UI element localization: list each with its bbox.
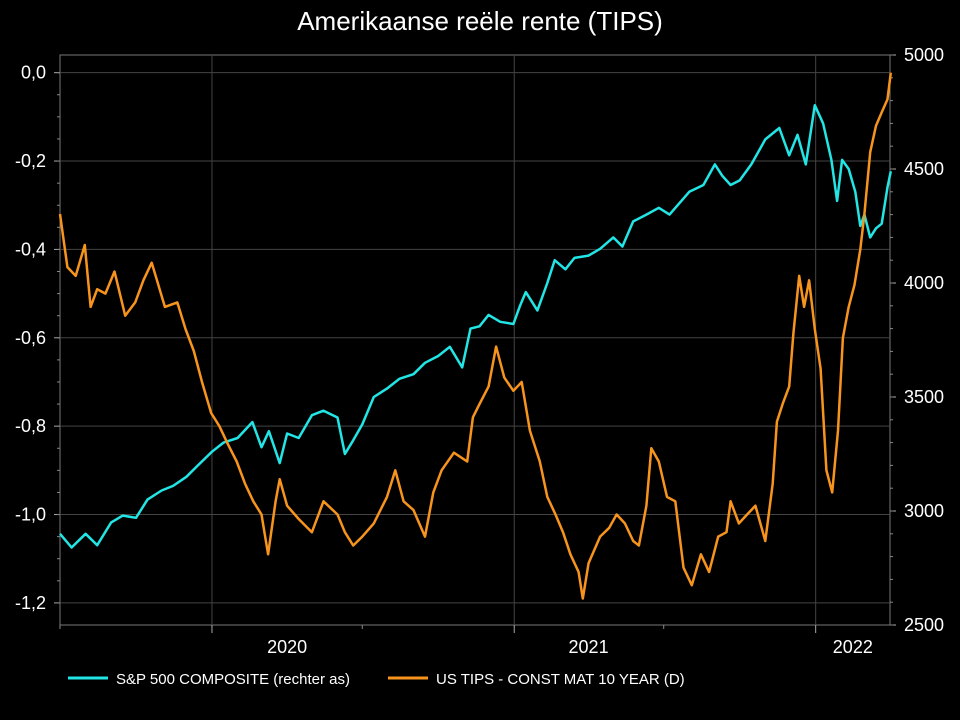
grid — [60, 55, 890, 625]
series-line-tips — [58, 72, 893, 600]
chart-title: Amerikaanse reële rente (TIPS) — [297, 6, 663, 36]
series-line-sp500 — [59, 103, 893, 549]
x-tick-label: 2021 — [569, 637, 609, 657]
right-tick-label: 5000 — [904, 45, 944, 65]
right-tick-label: 4000 — [904, 273, 944, 293]
left-tick-label: -0,4 — [15, 239, 46, 259]
right-tick-label: 3500 — [904, 387, 944, 407]
left-tick-label: 0,0 — [21, 63, 46, 83]
left-tick-label: -0,8 — [15, 416, 46, 436]
series-group — [58, 72, 893, 600]
left-tick-label: -1,0 — [15, 505, 46, 525]
x-axis: 2020 2021 2022 — [59, 625, 873, 657]
left-axis: 0,0 -0,2 -0,4 -0,6 -0,8 -1,0 -1,2 — [15, 63, 60, 613]
left-tick-label: -1,2 — [15, 593, 46, 613]
legend: S&P 500 COMPOSITE (rechter as) US TIPS -… — [68, 671, 685, 688]
right-tick-label: 2500 — [904, 615, 944, 635]
x-tick-label: 2020 — [267, 637, 307, 657]
x-tick-label: 2022 — [833, 637, 873, 657]
right-tick-label: 4500 — [904, 159, 944, 179]
plot-frame — [59, 54, 891, 626]
right-tick-label: 3000 — [904, 501, 944, 521]
legend-label-sp500: S&P 500 COMPOSITE (rechter as) — [116, 671, 350, 688]
right-axis: 5000 4500 4000 3500 3000 2500 — [890, 45, 944, 635]
left-tick-label: -0,6 — [15, 328, 46, 348]
legend-label-tips: US TIPS - CONST MAT 10 YEAR (D) — [436, 671, 685, 688]
left-tick-label: -0,2 — [15, 151, 46, 171]
